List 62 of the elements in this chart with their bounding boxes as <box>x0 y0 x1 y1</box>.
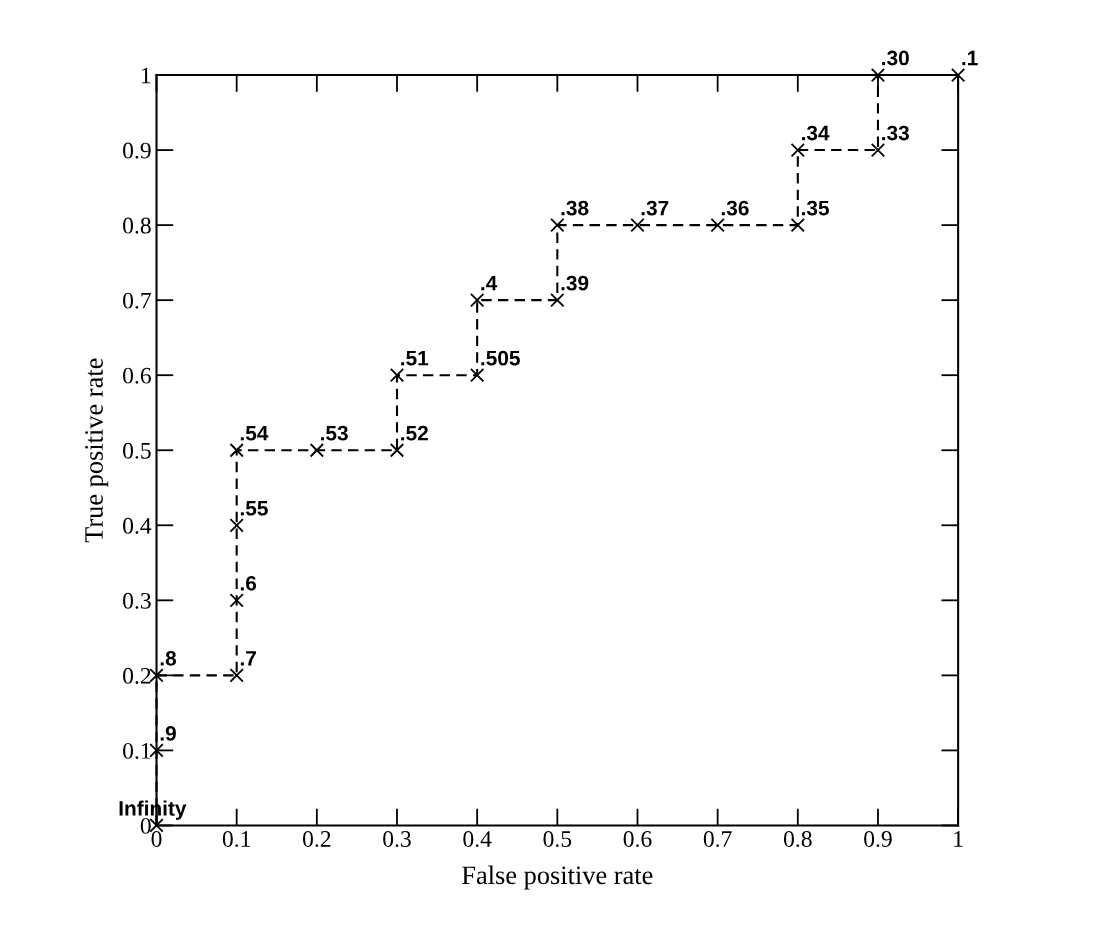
point <box>550 217 565 233</box>
text: .6 <box>240 575 257 591</box>
point <box>870 142 886 158</box>
y-tick-label: 0.8 <box>123 217 151 234</box>
text: .9 <box>160 725 176 741</box>
point <box>470 368 485 383</box>
x-tick-label: 0.6 <box>623 830 652 848</box>
point <box>149 743 164 758</box>
point <box>790 142 805 158</box>
x-tick-label: 0.7 <box>703 830 732 848</box>
x-tick-label: 0.5 <box>543 830 572 848</box>
x-tick-label: 0.8 <box>783 830 812 848</box>
point <box>950 67 966 83</box>
point <box>630 217 645 233</box>
y-tick-label: 0.4 <box>123 517 152 534</box>
point <box>229 443 244 458</box>
y-tick-label: 0.5 <box>123 442 151 459</box>
text: .34 <box>802 125 830 141</box>
point <box>710 217 725 233</box>
x-tick-label: 1 <box>954 831 963 847</box>
text: .30 <box>882 50 909 66</box>
text: .36 <box>721 200 749 216</box>
x-tick-label: 0.1 <box>222 830 251 848</box>
text: .38 <box>561 200 589 216</box>
point <box>309 443 324 458</box>
text: .35 <box>802 200 829 216</box>
x-axis-title: False positive rate <box>462 865 653 890</box>
point <box>229 593 244 608</box>
y-tick-label: 0 <box>140 817 151 834</box>
point <box>229 668 244 683</box>
point <box>550 293 565 308</box>
y-tick-label: 0.6 <box>123 367 151 384</box>
text: .51 <box>401 350 429 366</box>
text: .8 <box>160 650 177 666</box>
text: .33 <box>882 125 909 141</box>
text: .505 <box>481 350 520 366</box>
y-tick-label: 0.9 <box>123 142 151 159</box>
text: .53 <box>321 425 348 441</box>
text: .7 <box>240 651 256 666</box>
point <box>229 518 244 533</box>
text: .4 <box>481 275 498 291</box>
point <box>790 217 805 233</box>
text: .54 <box>240 426 269 441</box>
y-tick-label: 0.7 <box>123 292 151 309</box>
text: .1 <box>962 50 978 66</box>
x-tick-label: 0.4 <box>463 830 492 848</box>
y-tick-label: 0.2 <box>123 667 151 684</box>
y-tick-label: 0.1 <box>123 742 151 759</box>
text: .52 <box>401 425 428 441</box>
point <box>470 293 485 308</box>
text: .39 <box>561 275 589 291</box>
point <box>389 443 405 458</box>
x-tick-label: 0.2 <box>302 830 331 848</box>
text: .37 <box>641 200 669 216</box>
y-axis-title: True positive rate <box>85 358 109 543</box>
text: .55 <box>240 501 268 516</box>
x-tick-label: 0.9 <box>864 830 892 848</box>
y-tick-label: 0.3 <box>123 592 151 609</box>
y-tick-label: 1 <box>141 67 151 84</box>
point <box>870 67 886 83</box>
x-tick-label: 0.3 <box>383 830 411 848</box>
point <box>389 368 405 383</box>
